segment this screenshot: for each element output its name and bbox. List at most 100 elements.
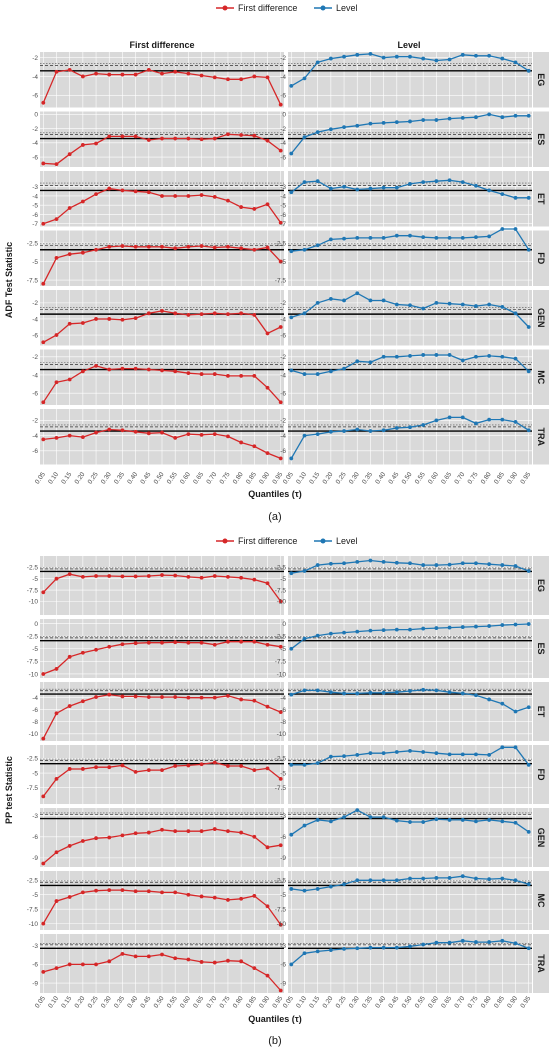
data-point-first-difference <box>160 952 164 957</box>
data-point-level <box>381 354 386 359</box>
data-point-first-difference <box>199 73 204 78</box>
facet-strip-label: EG <box>536 579 546 592</box>
data-point-level <box>408 748 412 753</box>
data-point-first-difference <box>239 896 244 901</box>
y-tick-label: -6 <box>32 93 38 100</box>
data-point-first-difference <box>146 640 151 645</box>
y-axis-title-a: ADF Test Statistic <box>4 242 14 318</box>
data-point-level <box>421 118 426 122</box>
data-point-level <box>342 691 346 696</box>
data-point-first-difference <box>252 74 257 79</box>
data-point-first-difference <box>67 895 72 899</box>
data-point-first-difference <box>67 654 72 659</box>
data-point-first-difference <box>212 960 217 965</box>
y-tick-label: -7 <box>32 221 38 228</box>
data-point-level <box>474 940 478 944</box>
x-tick-label: 0.70 <box>205 995 218 1010</box>
data-point-level <box>342 882 346 887</box>
data-point-first-difference <box>80 699 85 704</box>
data-point-first-difference <box>212 695 217 700</box>
data-point-level <box>328 237 333 242</box>
data-point-level <box>302 823 307 828</box>
data-point-level <box>526 762 531 767</box>
x-tick-label: 0.45 <box>139 471 152 486</box>
data-point-level <box>315 179 320 184</box>
data-point-first-difference <box>278 644 283 649</box>
data-point-first-difference <box>120 763 125 768</box>
data-point-first-difference <box>226 244 230 249</box>
data-point-level <box>434 236 439 240</box>
data-point-first-difference <box>173 695 178 699</box>
data-point-level <box>408 54 412 59</box>
data-point-level <box>408 689 412 693</box>
data-point-first-difference <box>160 890 164 895</box>
data-point-level <box>513 745 518 750</box>
data-point-first-difference <box>252 373 257 378</box>
facet-tra-first-difference: -3 -6 -9 <box>32 934 284 993</box>
data-point-first-difference <box>120 694 125 699</box>
y-tick-label: -2 <box>32 55 38 62</box>
data-point-level <box>408 233 412 238</box>
data-point-level <box>500 56 505 61</box>
y-tick-label: -7.5 <box>275 906 287 913</box>
data-point-level <box>328 948 333 953</box>
data-point-first-difference <box>212 75 217 80</box>
data-point-level <box>460 116 465 120</box>
y-tick-label: -4 <box>280 372 286 379</box>
data-point-first-difference <box>239 205 244 209</box>
data-point-first-difference <box>186 957 191 962</box>
x-tick-label: 0.25 <box>335 995 348 1010</box>
data-point-level <box>460 302 465 307</box>
data-point-level <box>315 761 320 766</box>
facet-strip <box>533 409 549 465</box>
y-tick-label: -4 <box>32 433 38 440</box>
y-tick-label: -6 <box>32 212 38 219</box>
data-point-level <box>342 125 346 130</box>
y-tick-label: -6 <box>32 390 38 397</box>
facet-fd-first-difference: -2.5 -5 -7.5 <box>27 745 284 804</box>
y-tick-label: -2.5 <box>27 878 39 885</box>
data-point-level <box>500 563 505 567</box>
x-tick-label: 0.60 <box>179 995 192 1010</box>
data-point-first-difference <box>212 245 217 250</box>
facet-eg-level: -2.5 -5 -7.5 -10 <box>275 556 532 615</box>
data-point-level <box>302 888 307 893</box>
data-point-first-difference <box>67 206 72 210</box>
data-point-level <box>381 298 386 303</box>
facet-strip <box>533 171 549 227</box>
data-point-level <box>289 368 294 373</box>
y-tick-label: -7.5 <box>275 587 287 594</box>
data-point-first-difference <box>186 640 191 645</box>
data-point-first-difference <box>199 137 204 142</box>
data-point-first-difference <box>94 962 98 967</box>
facet-es-level: 0 -2 -4 -6 <box>280 111 532 167</box>
data-point-first-difference <box>199 762 204 767</box>
data-point-level <box>474 876 478 881</box>
data-point-level <box>381 236 386 240</box>
caption-b: (b) <box>268 1035 281 1047</box>
column-title-level: Level <box>397 40 420 50</box>
y-tick-label: -4 <box>32 140 38 147</box>
data-point-first-difference <box>252 207 257 211</box>
data-point-first-difference <box>265 642 270 647</box>
data-point-first-difference <box>41 794 46 799</box>
data-point-level <box>289 692 294 697</box>
data-point-first-difference <box>186 244 191 249</box>
data-point-first-difference <box>120 188 125 193</box>
data-point-first-difference <box>239 764 244 768</box>
data-point-first-difference <box>94 430 98 435</box>
facet-strip-label: ES <box>536 642 546 654</box>
y-tick-label: -6 <box>280 212 286 219</box>
y-tick-label: -6 <box>280 707 286 714</box>
data-point-first-difference <box>67 152 72 157</box>
data-point-level <box>302 180 307 185</box>
data-point-first-difference <box>265 75 270 80</box>
x-tick-label: 0.10 <box>295 471 308 486</box>
data-point-first-difference <box>239 133 244 137</box>
data-point-first-difference <box>173 311 178 316</box>
x-tick-label: 0.35 <box>361 471 374 486</box>
x-tick-label: 0.65 <box>192 995 205 1010</box>
y-tick-label: -10 <box>277 599 287 606</box>
data-point-level <box>342 366 346 371</box>
data-point-level <box>302 247 307 252</box>
